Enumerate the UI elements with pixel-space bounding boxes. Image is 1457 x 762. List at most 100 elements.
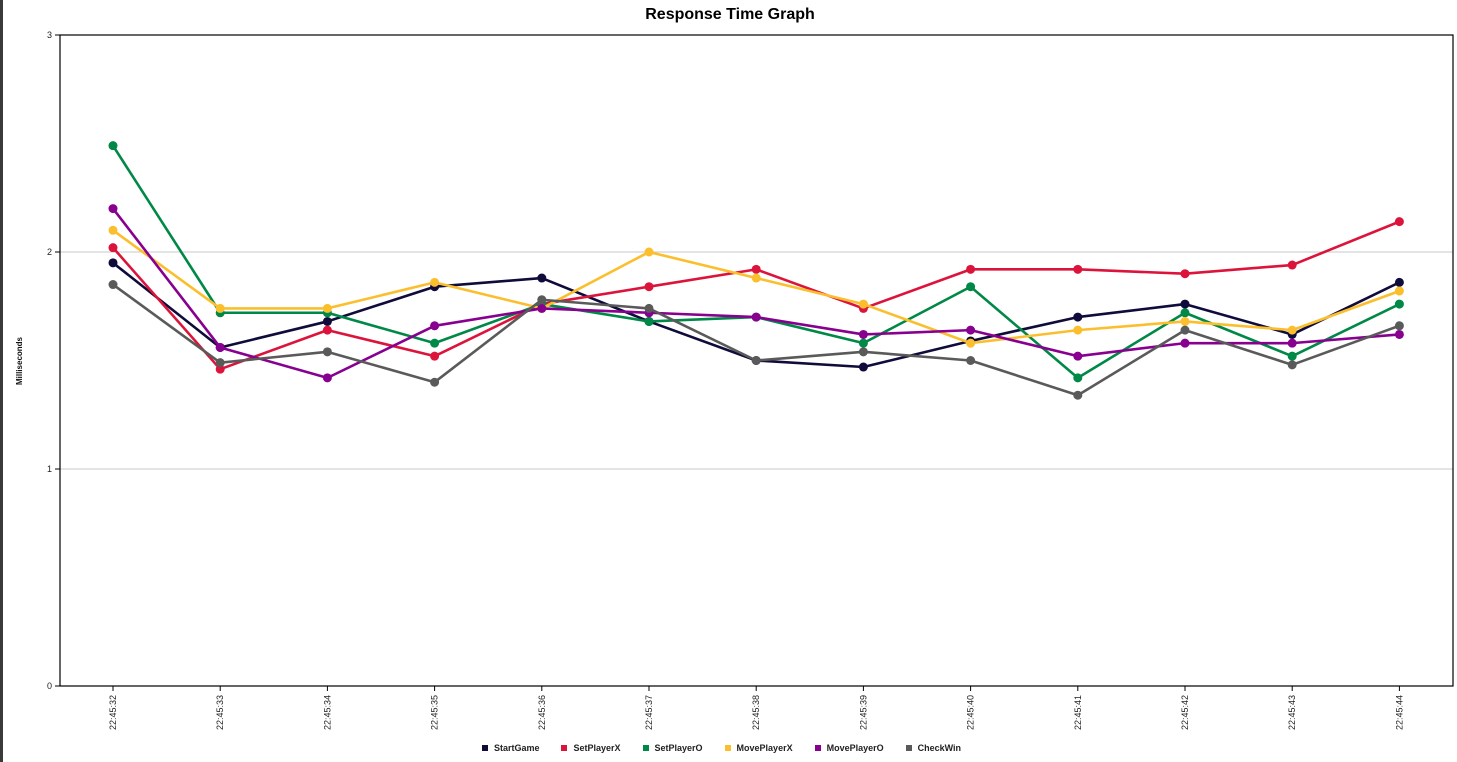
data-point xyxy=(1394,329,1404,339)
x-tick-label: 22:45:42 xyxy=(1180,695,1190,730)
data-point xyxy=(1287,325,1297,335)
data-point xyxy=(430,277,440,287)
legend-swatch xyxy=(814,745,821,751)
x-tick-label: 22:45:40 xyxy=(966,695,976,730)
x-tick-label: 22:45:39 xyxy=(858,695,868,730)
series-MovePlayerO xyxy=(108,204,1404,383)
legend-item: MovePlayerX xyxy=(724,743,793,753)
data-point xyxy=(1287,260,1297,270)
x-tick-label: 22:45:37 xyxy=(644,695,654,730)
data-point xyxy=(1180,269,1190,279)
data-point xyxy=(966,338,976,348)
x-tick-label: 22:45:33 xyxy=(215,695,225,730)
data-point xyxy=(966,282,976,292)
data-point xyxy=(322,373,332,383)
data-point xyxy=(215,342,225,352)
data-point xyxy=(108,204,118,214)
data-point xyxy=(322,347,332,357)
data-point xyxy=(430,338,440,348)
y-tick-label: 3 xyxy=(47,30,52,40)
legend-label: SetPlayerO xyxy=(654,743,703,753)
y-tick-label: 0 xyxy=(47,681,52,691)
data-point xyxy=(108,225,118,235)
y-axis-label: Milliseconds xyxy=(15,336,24,385)
x-tick-labels: 22:45:32 22:45:33 22:45:34 22:45:35 22:45:36… xyxy=(108,695,1404,730)
legend-item: CheckWin xyxy=(905,743,962,753)
data-point xyxy=(537,303,547,313)
data-point xyxy=(108,258,118,268)
data-point xyxy=(1287,338,1297,348)
x-tick-label: 22:45:32 xyxy=(108,695,118,730)
grid-lines xyxy=(60,251,1453,470)
data-point xyxy=(1394,217,1404,227)
data-point xyxy=(430,321,440,331)
data-point xyxy=(108,141,118,151)
legend-swatch xyxy=(561,745,568,751)
data-point xyxy=(858,329,868,339)
data-point xyxy=(215,358,225,368)
data-point xyxy=(1180,316,1190,326)
axes xyxy=(55,34,1454,691)
data-point xyxy=(1073,312,1083,322)
data-point xyxy=(966,356,976,365)
legend-item: SetPlayerX xyxy=(561,743,621,753)
x-tick-label: 22:45:38 xyxy=(751,695,761,730)
data-point xyxy=(1073,390,1083,400)
data-point xyxy=(215,364,225,374)
data-point xyxy=(858,338,868,348)
series-line xyxy=(111,207,1400,380)
series-lines xyxy=(108,141,1404,400)
data-point xyxy=(322,303,332,313)
data-point xyxy=(430,351,440,361)
legend-swatch xyxy=(724,745,731,751)
data-point xyxy=(1073,373,1083,383)
data-point xyxy=(966,264,976,274)
data-point xyxy=(858,362,868,372)
data-point xyxy=(1394,286,1404,296)
data-point xyxy=(1287,360,1297,370)
chart-title: Response Time Graph xyxy=(645,6,815,23)
data-point xyxy=(858,299,868,309)
data-point xyxy=(751,264,761,274)
data-point xyxy=(1073,325,1083,335)
series-line xyxy=(112,283,1400,397)
legend-label: SetPlayerX xyxy=(573,743,621,753)
data-point xyxy=(108,280,118,290)
data-point xyxy=(858,347,868,357)
data-point xyxy=(108,243,118,253)
x-tick-label: 22:45:41 xyxy=(1073,695,1083,730)
data-point xyxy=(966,325,976,335)
legend-label: MovePlayerO xyxy=(826,743,884,753)
y-tick-labels: 0 1 2 3 xyxy=(47,30,52,691)
x-tick-label: 22:45:34 xyxy=(322,695,332,730)
legend-swatch xyxy=(905,745,912,751)
x-tick-label: 22:45:44 xyxy=(1394,695,1404,730)
data-point xyxy=(322,316,332,326)
legend-swatch xyxy=(642,745,649,751)
data-point xyxy=(1394,321,1404,331)
data-point xyxy=(537,295,547,305)
x-tick-label: 22:45:35 xyxy=(430,695,440,730)
data-point xyxy=(1180,338,1190,348)
data-point xyxy=(430,377,440,387)
legend-item: SetPlayerO xyxy=(642,743,703,753)
data-point xyxy=(751,356,761,365)
data-point xyxy=(215,303,225,313)
x-tick-label: 22:45:36 xyxy=(537,695,547,730)
data-point xyxy=(1394,299,1404,309)
legend-item: MovePlayerO xyxy=(814,743,884,753)
data-point xyxy=(751,312,761,322)
legend-label: CheckWin xyxy=(917,743,962,753)
legend-swatch xyxy=(481,745,488,751)
data-point xyxy=(1287,351,1297,361)
data-point xyxy=(1180,308,1190,318)
series-MovePlayerX xyxy=(108,225,1404,348)
data-point xyxy=(1073,264,1083,274)
data-point xyxy=(644,282,654,292)
series-CheckWin xyxy=(108,280,1404,400)
data-point xyxy=(644,247,654,257)
y-tick-label: 2 xyxy=(47,247,52,257)
series-SetPlayerX xyxy=(108,217,1404,374)
data-point xyxy=(1073,351,1083,361)
